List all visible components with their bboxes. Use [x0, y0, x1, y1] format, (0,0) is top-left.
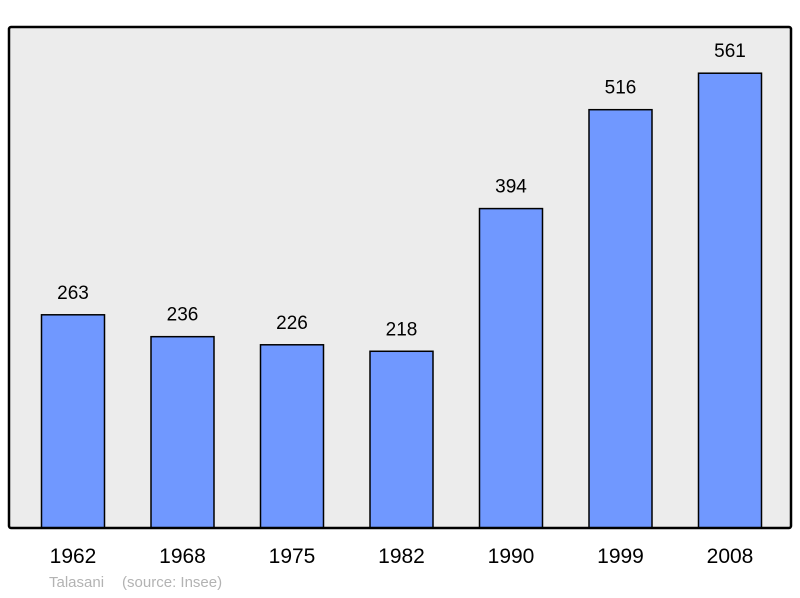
data-label: 516 — [605, 78, 637, 99]
data-label: 236 — [167, 305, 199, 326]
bar — [478, 207, 544, 529]
bar — [40, 314, 106, 529]
data-label: 561 — [714, 41, 746, 62]
bar — [259, 344, 325, 529]
data-label: 263 — [57, 283, 89, 304]
bar — [150, 335, 215, 529]
plot-border — [7, 25, 793, 530]
x-tick-label: 1982 — [378, 545, 425, 568]
bar — [697, 72, 763, 529]
bar — [588, 108, 653, 529]
x-tick-label: 1990 — [488, 545, 535, 568]
x-tick-label: 1968 — [159, 545, 206, 568]
x-tick-label: 1962 — [50, 545, 97, 568]
bar — [369, 350, 434, 529]
data-label: 226 — [276, 313, 308, 334]
x-tick-label: 2008 — [707, 545, 754, 568]
footer: Talasani (source: Insee) — [49, 574, 240, 591]
data-label: 394 — [495, 177, 527, 198]
footer-place: Talasani — [49, 574, 105, 591]
x-tick-label: 1999 — [597, 545, 644, 568]
x-tick-label: 1975 — [269, 545, 316, 568]
data-label: 218 — [386, 319, 418, 340]
footer-source: (source: Insee) — [122, 574, 223, 591]
